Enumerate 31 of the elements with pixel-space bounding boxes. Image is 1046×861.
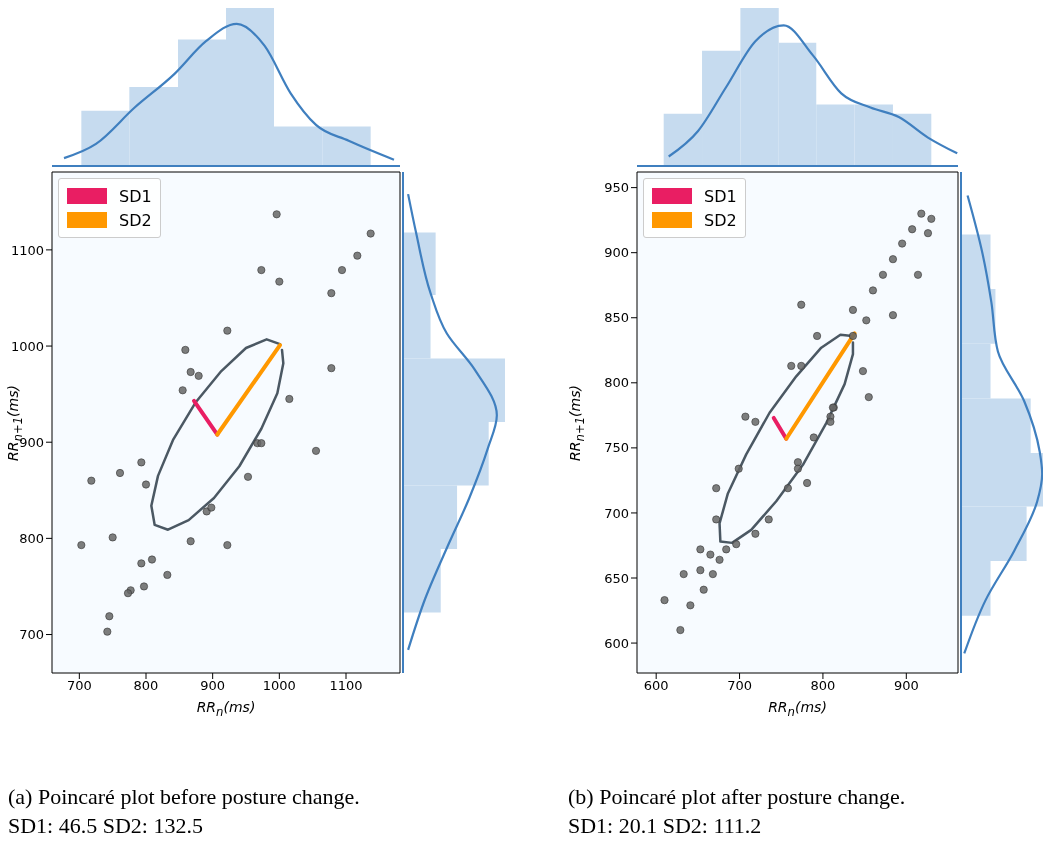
x-tick-label: 700 (727, 678, 752, 694)
y-tick-label: 900 (604, 245, 629, 261)
y-tick-label: 800 (19, 530, 44, 546)
x-axis-title: RR$_{n}$(ms) (195, 699, 257, 719)
legend-label: SD2 (704, 210, 737, 230)
x-tick-label: 700 (66, 678, 92, 694)
y-tick-label: 750 (604, 440, 629, 456)
y-tick-label: 950 (604, 180, 629, 196)
text: SD1: 20.1 SD2: 111.2 (568, 813, 762, 839)
x-tick-label: 800 (810, 678, 836, 694)
legend-label: SD1 (119, 186, 152, 206)
text: (a) Poincaré plot before posture change. (8, 784, 360, 810)
legend-label: SD2 (119, 210, 152, 230)
y-tick-label: 650 (604, 570, 629, 586)
text: (b) Poincaré plot after posture change. (568, 784, 906, 810)
x-tick-label: 600 (643, 678, 669, 694)
y-tick-label: 600 (604, 635, 629, 651)
y-tick-label: 800 (604, 375, 629, 391)
x-tick-label: 900 (893, 678, 919, 694)
y-tick-label: 1100 (10, 242, 44, 258)
x-tick-label: 800 (133, 678, 159, 694)
x-tick-label: 1100 (329, 678, 363, 694)
text: SD1: 46.5 SD2: 132.5 (8, 813, 203, 839)
y-tick-label: 700 (19, 627, 44, 643)
x-tick-label: 1000 (262, 678, 296, 694)
y-tick-label: 850 (604, 310, 629, 326)
legend-label: SD1 (704, 186, 737, 206)
y-tick-label: 1000 (10, 338, 44, 354)
x-axis-title: RR$_{n}$(ms) (767, 699, 828, 719)
y-tick-label: 700 (604, 505, 629, 521)
x-tick-label: 900 (200, 678, 226, 694)
